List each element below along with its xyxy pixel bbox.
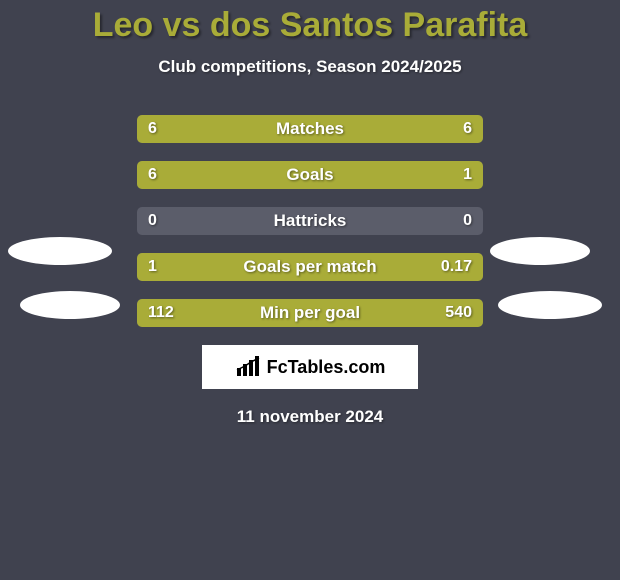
brand-text: FcTables.com bbox=[267, 357, 386, 378]
brand-logo-box: FcTables.com bbox=[202, 345, 418, 389]
comparison-infographic: Leo vs dos Santos Parafita Club competit… bbox=[0, 0, 620, 580]
stat-row: 10.17Goals per match bbox=[0, 253, 620, 281]
stat-row: 112540Min per goal bbox=[0, 299, 620, 327]
brand-logo: FcTables.com bbox=[235, 356, 386, 378]
stat-row: 66Matches bbox=[0, 115, 620, 143]
metric-label: Goals bbox=[137, 161, 483, 189]
stat-row: 00Hattricks bbox=[0, 207, 620, 235]
metric-label: Goals per match bbox=[137, 253, 483, 281]
metric-label: Min per goal bbox=[137, 299, 483, 327]
page-title: Leo vs dos Santos Parafita bbox=[0, 0, 620, 45]
brand-chart-icon bbox=[235, 356, 263, 378]
metric-label: Matches bbox=[137, 115, 483, 143]
page-subtitle: Club competitions, Season 2024/2025 bbox=[0, 57, 620, 77]
date-line: 11 november 2024 bbox=[0, 407, 620, 427]
metric-label: Hattricks bbox=[137, 207, 483, 235]
chart-area: 66Matches 61Goals 00Hattricks 10.17Goals pe… bbox=[0, 115, 620, 427]
stat-row: 61Goals bbox=[0, 161, 620, 189]
